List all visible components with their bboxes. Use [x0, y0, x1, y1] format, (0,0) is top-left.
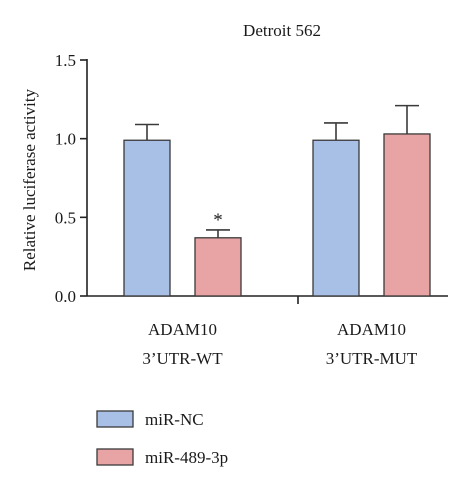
significance-marker: *	[213, 210, 223, 231]
significance-annotations: *	[213, 210, 223, 231]
x-category-label: 3’UTR-WT	[142, 349, 223, 368]
legend-swatch	[96, 410, 134, 428]
y-tick-label: 1.5	[55, 51, 76, 70]
legend-swatch	[96, 448, 134, 466]
chart-title: Detroit 562	[243, 21, 321, 40]
x-axis-category-labels: ADAM10 3’UTR-WT ADAM10 3’UTR-MUT	[142, 320, 418, 368]
y-tick-label: 0.5	[55, 208, 76, 227]
legend: miR-NC miR-489-3p	[96, 410, 228, 467]
legend-label: miR-NC	[145, 410, 204, 429]
bar	[123, 139, 171, 297]
bar	[383, 133, 431, 297]
y-tick-label: 0.0	[55, 287, 76, 306]
legend-label: miR-489-3p	[145, 448, 228, 467]
y-axis-ticks: 0.0 0.5 1.0 1.5	[55, 51, 87, 306]
bar	[194, 237, 242, 297]
bar	[312, 139, 360, 297]
bars	[123, 104, 431, 297]
x-category-label: ADAM10	[337, 320, 406, 339]
x-category-label: ADAM10	[148, 320, 217, 339]
x-category-label: 3’UTR-MUT	[326, 349, 418, 368]
y-tick-label: 1.0	[55, 130, 76, 149]
y-axis-label: Relative luciferase activity	[20, 88, 39, 271]
